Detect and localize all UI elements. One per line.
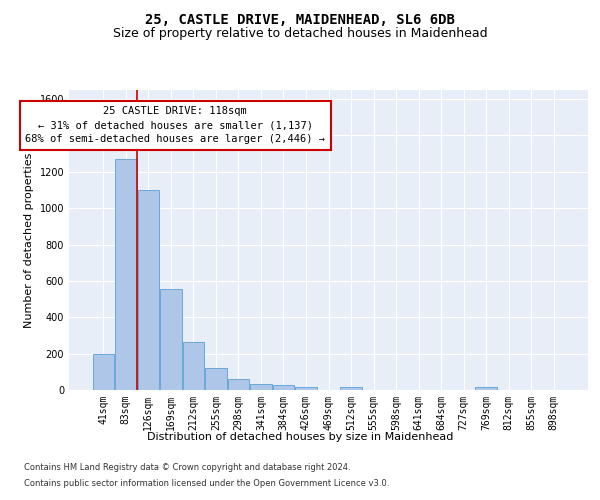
Text: 25, CASTLE DRIVE, MAIDENHEAD, SL6 6DB: 25, CASTLE DRIVE, MAIDENHEAD, SL6 6DB [145,12,455,26]
Bar [475,388,497,390]
Text: 25 CASTLE DRIVE: 118sqm
← 31% of detached houses are smaller (1,137)
68% of semi: 25 CASTLE DRIVE: 118sqm ← 31% of detache… [25,106,325,144]
Bar [273,386,294,390]
Bar [92,354,114,390]
Y-axis label: Number of detached properties: Number of detached properties [24,152,34,328]
Text: Distribution of detached houses by size in Maidenhead: Distribution of detached houses by size … [147,432,453,442]
Text: Contains HM Land Registry data © Crown copyright and database right 2024.: Contains HM Land Registry data © Crown c… [24,464,350,472]
Bar [115,159,137,390]
Text: Contains public sector information licensed under the Open Government Licence v3: Contains public sector information licen… [24,478,389,488]
Bar [182,342,204,390]
Bar [228,379,249,390]
Text: Size of property relative to detached houses in Maidenhead: Size of property relative to detached ho… [113,28,487,40]
Bar [340,388,362,390]
Bar [137,190,159,390]
Bar [250,384,272,390]
Bar [205,368,227,390]
Bar [160,289,182,390]
Bar [295,388,317,390]
